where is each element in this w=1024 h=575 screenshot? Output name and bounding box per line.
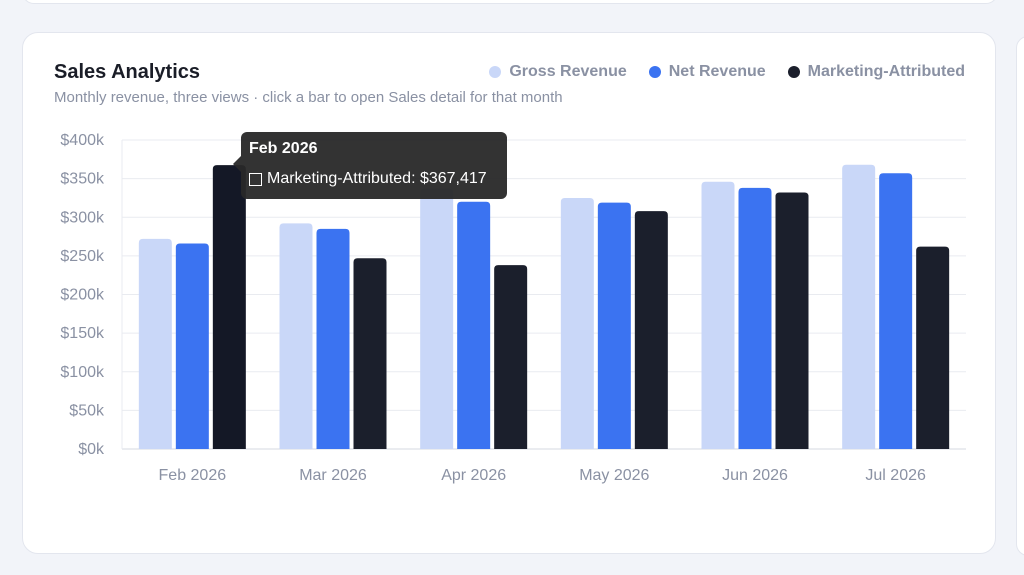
- y-tick-label: $50k: [69, 402, 105, 419]
- legend-swatch-marketing-attributed: [787, 66, 800, 78]
- bar-tooltip: Feb 2026 Marketing-Attributed: $367,417: [233, 132, 507, 199]
- x-tick-label: Mar 2026: [299, 467, 367, 484]
- tooltip-series-name: Marketing-Attributed: [267, 170, 412, 187]
- sales-analytics-card: Sales Analytics Monthly revenue, three v…: [22, 32, 996, 554]
- y-tick-label: $200k: [60, 287, 105, 304]
- bar-net-revenue-jun-2026[interactable]: [738, 187, 772, 449]
- bar-marketing-attributed-feb-2026[interactable]: [212, 165, 246, 450]
- bar-chart: $0k $50k $100k $150k $200k $250k $300k $350k $40…: [60, 132, 966, 484]
- bars: [138, 164, 950, 450]
- bar-gross-revenue-apr-2026[interactable]: [420, 188, 454, 450]
- legend-label-gross-revenue: Gross Revenue: [509, 63, 627, 80]
- legend-swatch-gross-revenue: [489, 66, 502, 78]
- card-subtitle: Monthly revenue, three views · click a b…: [54, 89, 563, 106]
- bar-gross-revenue-may-2026[interactable]: [560, 197, 594, 449]
- x-tick-label: Feb 2026: [159, 467, 227, 484]
- legend-label-marketing-attributed: Marketing-Attributed: [807, 63, 965, 80]
- x-axis: Feb 2026 Mar 2026 Apr 2026 May 2026 Jun 2026…: [159, 467, 926, 484]
- adjacent-card: [1016, 36, 1024, 556]
- tooltip-swatch: [249, 172, 262, 186]
- tooltip-title: Feb 2026: [249, 140, 318, 157]
- y-axis: $0k $50k $100k $150k $200k $250k $300k $350k $40…: [60, 132, 105, 458]
- tooltip-value: $367,417: [419, 170, 487, 187]
- previous-card: [22, 0, 998, 4]
- legend-label-net-revenue: Net Revenue: [668, 63, 766, 80]
- bar-gross-revenue-jun-2026[interactable]: [701, 181, 735, 449]
- bar-marketing-attributed-apr-2026[interactable]: [494, 265, 528, 449]
- bar-net-revenue-apr-2026[interactable]: [457, 201, 491, 449]
- bar-marketing-attributed-mar-2026[interactable]: [353, 258, 387, 449]
- y-tick-label: $350k: [60, 171, 105, 188]
- y-tick-label: $0k: [78, 441, 105, 458]
- x-tick-label: Apr 2026: [441, 467, 506, 484]
- legend-item-gross-revenue[interactable]: Gross Revenue: [489, 63, 627, 81]
- bar-net-revenue-jul-2026[interactable]: [879, 173, 913, 449]
- chart-legend: Gross Revenue Net Revenue Marketing-Attr…: [489, 63, 965, 81]
- bar-marketing-attributed-may-2026[interactable]: [634, 211, 668, 449]
- y-tick-label: $300k: [60, 209, 105, 226]
- y-tick-label: $400k: [60, 132, 105, 149]
- bar-net-revenue-mar-2026[interactable]: [316, 228, 350, 449]
- bar-net-revenue-may-2026[interactable]: [597, 202, 631, 449]
- y-tick-label: $250k: [60, 248, 105, 265]
- x-tick-label: May 2026: [579, 467, 649, 484]
- legend-item-marketing-attributed[interactable]: Marketing-Attributed: [787, 63, 965, 81]
- card-title: Sales Analytics: [54, 61, 201, 83]
- bar-gross-revenue-mar-2026[interactable]: [279, 223, 313, 449]
- bar-marketing-attributed-jul-2026[interactable]: [916, 246, 950, 449]
- legend-swatch-net-revenue: [648, 66, 661, 78]
- bar-net-revenue-feb-2026[interactable]: [175, 243, 209, 449]
- tooltip-series-label: Marketing-Attributed: $367,417: [267, 170, 487, 187]
- bar-marketing-attributed-jun-2026[interactable]: [775, 192, 809, 449]
- bar-gross-revenue-feb-2026[interactable]: [138, 238, 172, 449]
- tooltip-row: Marketing-Attributed: $367,417: [249, 170, 499, 188]
- y-tick-label: $150k: [60, 325, 105, 342]
- x-tick-label: Jun 2026: [722, 467, 788, 484]
- x-tick-label: Jul 2026: [865, 467, 926, 484]
- y-tick-label: $100k: [60, 364, 105, 381]
- bar-gross-revenue-jul-2026[interactable]: [842, 164, 876, 449]
- legend-item-net-revenue[interactable]: Net Revenue: [648, 63, 766, 81]
